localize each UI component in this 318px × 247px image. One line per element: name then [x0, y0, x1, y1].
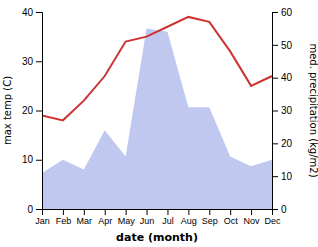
tick-label: Feb — [56, 216, 72, 226]
tick: 40 — [22, 7, 42, 18]
tick-mark — [36, 111, 42, 112]
tick-mark — [36, 160, 42, 161]
marks — [42, 17, 272, 209]
tick-mark — [230, 209, 231, 215]
tick-label: Jun — [140, 216, 155, 226]
axis-line — [273, 13, 279, 210]
tick-mark — [84, 209, 85, 215]
tick-mark — [209, 209, 210, 215]
tick-label: Sep — [202, 216, 218, 226]
tick-mark — [272, 12, 278, 13]
tick-mark — [188, 209, 189, 215]
tick: 0 — [27, 204, 42, 215]
tick: 20 — [22, 105, 42, 116]
tick: 50 — [272, 40, 293, 51]
tick-mark — [36, 61, 42, 62]
tick-label: 40 — [281, 72, 293, 83]
line — [42, 17, 272, 120]
tick: Jul — [162, 209, 174, 226]
tick-mark — [272, 209, 278, 210]
tick: Apr — [98, 209, 112, 226]
tick-label: 60 — [281, 7, 293, 18]
tick-mark — [272, 111, 278, 112]
tick-mark — [272, 143, 278, 144]
axis-line — [43, 210, 273, 216]
y-axis: 0 10 20 30 40 — [22, 7, 43, 215]
tick-label: Aug — [181, 216, 197, 226]
tick: 0 — [272, 204, 287, 215]
tick-label: Apr — [98, 216, 112, 226]
tick-label: Mar — [77, 216, 93, 226]
tick: Nov — [244, 209, 261, 226]
tick-label: Jan — [35, 216, 50, 226]
tick: Jun — [140, 209, 155, 226]
tick-label: 0 — [27, 204, 33, 215]
tick-label: May — [118, 216, 136, 226]
tick-mark — [251, 209, 252, 215]
tick-mark — [36, 12, 42, 13]
axis-line — [36, 13, 43, 210]
x-axis-title: date (month) — [116, 231, 198, 244]
tick-mark — [36, 209, 42, 210]
tick-label: 30 — [281, 105, 293, 116]
tick-mark — [272, 45, 278, 46]
tick: 30 — [272, 105, 293, 116]
tick-label: 10 — [281, 171, 293, 182]
tick-label: 40 — [22, 7, 34, 18]
tick: 60 — [272, 7, 293, 18]
tick: Jan — [35, 209, 50, 226]
tick: 20 — [272, 138, 293, 149]
tick: 30 — [22, 56, 42, 67]
tick-label: 20 — [22, 105, 34, 116]
tick-label: Dec — [264, 216, 281, 226]
tick-mark — [272, 176, 278, 177]
tick-mark — [147, 209, 148, 215]
tick-label: 10 — [22, 154, 34, 165]
tick-label: 20 — [281, 138, 293, 149]
tick: Aug — [181, 209, 197, 226]
tick: 10 — [22, 154, 42, 165]
tick: 40 — [272, 72, 293, 83]
tick-mark — [126, 209, 127, 215]
chart: JanFebMarAprMayJunJulAugSepOctNovDec0102… — [0, 0, 318, 247]
tick-label: Nov — [244, 216, 261, 226]
y2-axis: 0 10 20 30 40 50 60 — [272, 7, 293, 215]
tick: Dec — [264, 209, 281, 226]
tick-label: 30 — [22, 56, 34, 67]
plot: JanFebMarAprMayJunJulAugSepOctNovDec0102… — [22, 7, 293, 227]
tick: Feb — [56, 209, 72, 226]
tick-label: Oct — [224, 216, 239, 226]
x-axis: Jan Feb Mar Apr May Jun Jul Aug Sep Oct NovDec — [35, 209, 281, 226]
tick-mark — [63, 209, 64, 215]
tick: Sep — [202, 209, 218, 226]
y-axis-title: max temp (C) — [2, 76, 13, 145]
tick-mark — [167, 209, 168, 215]
tick: Oct — [224, 209, 239, 226]
tick-label: 50 — [281, 40, 293, 51]
tick: May — [118, 209, 136, 226]
area — [42, 28, 272, 209]
tick: 10 — [272, 171, 293, 182]
tick: Mar — [77, 209, 93, 226]
y2-axis-title: med. precipitation (kg/m2) — [308, 43, 318, 177]
tick-label: Jul — [162, 216, 174, 226]
tick-mark — [272, 78, 278, 79]
tick-label: 0 — [281, 204, 287, 215]
tick-mark — [105, 209, 106, 215]
